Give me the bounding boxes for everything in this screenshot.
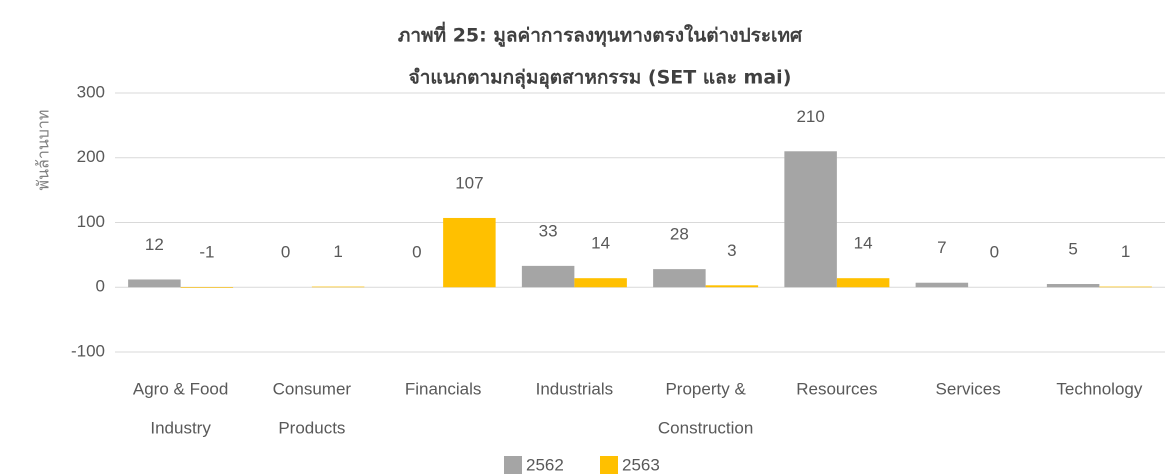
data-label: 3 bbox=[727, 241, 736, 260]
chart-title: ภาพที่ 25: มูลค่าการลงทุนทางตรงในต่างประ… bbox=[398, 22, 803, 48]
bar bbox=[180, 287, 234, 288]
data-label: 14 bbox=[854, 234, 873, 253]
bar bbox=[1046, 284, 1100, 288]
data-label: 1 bbox=[333, 242, 342, 261]
data-label: 14 bbox=[591, 234, 610, 253]
bar bbox=[653, 269, 706, 288]
data-label: 210 bbox=[796, 107, 824, 126]
y-tick-label: 200 bbox=[77, 147, 105, 166]
x-tick-label: Construction bbox=[658, 418, 753, 437]
data-label: -1 bbox=[199, 243, 214, 262]
x-tick-label: Industrials bbox=[536, 379, 613, 398]
y-tick-label: 100 bbox=[77, 212, 105, 231]
x-tick-label: Products bbox=[278, 418, 345, 437]
x-tick-label: Technology bbox=[1056, 379, 1143, 398]
data-label: 7 bbox=[937, 238, 946, 257]
chart-subtitle: จำแนกตามกลุ่มอุตสาหกรรม (SET และ mai) bbox=[409, 67, 792, 90]
x-tick-label: Financials bbox=[405, 379, 482, 398]
y-axis-label: พันล้านบาท bbox=[34, 110, 53, 191]
legend-swatch bbox=[600, 456, 618, 474]
bar bbox=[705, 285, 759, 288]
bar bbox=[311, 286, 365, 288]
data-label: 1 bbox=[1121, 242, 1130, 261]
x-tick-label: Property & bbox=[665, 379, 746, 398]
bar bbox=[915, 282, 969, 288]
bar bbox=[443, 217, 496, 288]
legend-label: 2563 bbox=[622, 455, 660, 474]
bar bbox=[1099, 286, 1152, 288]
y-tick-label: 300 bbox=[77, 82, 105, 101]
data-label: 28 bbox=[670, 225, 689, 244]
bar bbox=[574, 278, 627, 288]
bar bbox=[784, 151, 837, 288]
data-label: 0 bbox=[990, 243, 999, 262]
data-label: 12 bbox=[145, 235, 164, 254]
y-tick-label: -100 bbox=[71, 341, 105, 360]
legend-label: 2562 bbox=[526, 455, 564, 474]
x-tick-label: Consumer bbox=[273, 379, 352, 398]
bar bbox=[128, 279, 181, 288]
x-tick-label: Services bbox=[936, 379, 1001, 398]
bar bbox=[836, 278, 890, 288]
data-label: 107 bbox=[455, 173, 483, 192]
bar bbox=[521, 265, 575, 288]
data-label: 5 bbox=[1068, 239, 1077, 258]
legend-swatch bbox=[504, 456, 522, 474]
x-tick-label: Agro & Food bbox=[133, 379, 228, 398]
data-label: 33 bbox=[539, 221, 558, 240]
data-label: 0 bbox=[281, 243, 290, 262]
data-label: 0 bbox=[412, 243, 421, 262]
x-tick-label: Resources bbox=[796, 379, 877, 398]
y-tick-label: 0 bbox=[96, 277, 105, 296]
x-tick-label: Industry bbox=[150, 418, 211, 437]
